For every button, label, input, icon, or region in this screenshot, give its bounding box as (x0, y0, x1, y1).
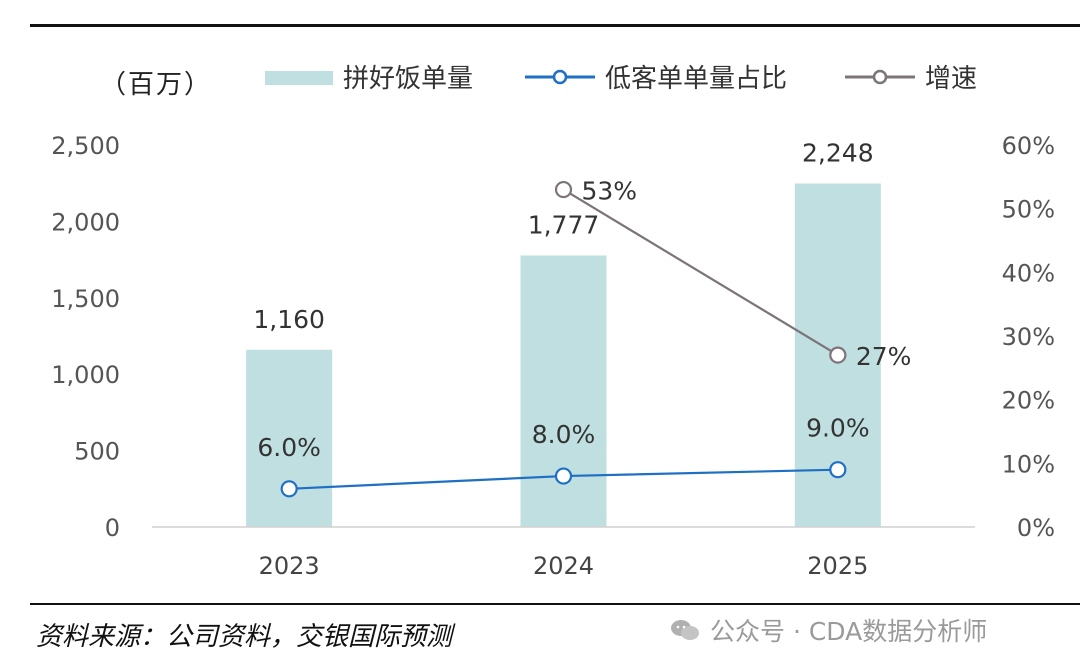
wechat-icon (671, 620, 699, 640)
growth-data-label: 53% (582, 177, 638, 206)
share-data-label: 8.0% (532, 420, 596, 449)
source-note: 资料来源：公司资料，交银国际预测 (36, 622, 453, 652)
bottom-rule (30, 603, 1080, 605)
share-point (554, 467, 573, 485)
top-rule (30, 24, 1080, 27)
x-axis-tick-label: 2024 (533, 552, 594, 580)
share-data-label: 6.0% (257, 433, 321, 462)
share-point (280, 480, 298, 498)
legend-growth-label: 增速 (925, 64, 978, 94)
chart-canvas: 0 500 1,000 1,500 2,000 2,500 0% 10% 20% 30% 40% 50… (51, 132, 1055, 580)
legend-share: 低客单单量占比 (525, 58, 787, 95)
right-axis-tick-label: 10% (1002, 450, 1055, 478)
share-data-label: 9.0% (806, 414, 870, 443)
legend-share-swatch (525, 69, 595, 84)
left-axis-tick-label: 500 (74, 438, 120, 466)
left-axis-tick-label: 0 (105, 514, 120, 542)
x-axis-tick-label: 2025 (807, 552, 868, 580)
bar-data-label: 1,160 (253, 305, 325, 334)
legend-share-label: 低客单单量占比 (605, 64, 788, 94)
right-axis-tick-label: 60% (1002, 132, 1055, 160)
right-axis-tick-label: 0% (1017, 514, 1055, 542)
legend-bar-label: 拼好饭单量 (343, 64, 474, 94)
left-axis-tick-label: 2,500 (51, 132, 120, 160)
bar (246, 349, 333, 527)
left-axis-tick-label: 2,000 (51, 208, 120, 236)
unit-label: （百万） (100, 70, 213, 100)
bar-data-label: 2,248 (802, 139, 874, 168)
watermark: 公众号 · CDA数据分析师 (670, 612, 987, 648)
watermark-text: 公众号 · CDA数据分析师 (710, 617, 988, 646)
share-point (829, 461, 847, 479)
right-axis-tick-label: 30% (1002, 323, 1055, 351)
legend-bar: 拼好饭单量 (265, 58, 473, 95)
growth-line (562, 188, 839, 357)
legend-growth-swatch (845, 69, 915, 84)
bar-data-label: 1,777 (528, 210, 600, 239)
right-axis-tick-label: 20% (1002, 387, 1055, 415)
x-axis-tick-label: 2023 (259, 552, 320, 580)
left-axis-tick-label: 1,500 (51, 285, 120, 313)
bar (520, 255, 607, 527)
legend-growth: 增速 (845, 58, 977, 95)
growth-data-label: 27% (856, 342, 912, 371)
growth-point (829, 346, 847, 364)
legend-bar-swatch (265, 70, 333, 85)
right-axis-tick-label: 40% (1002, 259, 1055, 287)
right-axis-tick-label: 50% (1002, 196, 1055, 224)
left-axis-tick-label: 1,000 (51, 361, 120, 389)
growth-point (554, 180, 573, 199)
